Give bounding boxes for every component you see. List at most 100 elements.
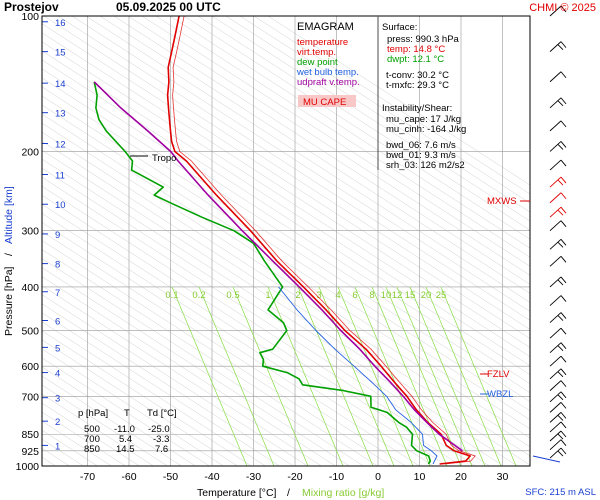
adiabat-line: [42, 86, 530, 403]
wind-barb: [549, 159, 567, 171]
adiabat-line: [42, 294, 308, 466]
wind-barb-staff: [549, 312, 562, 323]
table-row-500-t: -11.0: [114, 424, 135, 435]
wind-barb: [549, 327, 567, 339]
wind-barb-staff: [549, 402, 562, 413]
wind-barb-flag: [557, 242, 564, 248]
series-udpraft-v-temp: [93, 81, 463, 452]
wind-barb-staff: [549, 141, 562, 152]
mixing-ratio-label: 1: [265, 290, 270, 301]
mixing-ratio-label: 3: [316, 290, 321, 301]
wind-barb-flag: [557, 44, 564, 50]
adiabat-line: [42, 231, 406, 466]
mu-cape-value: mu_cape: 17 J/kg: [386, 114, 461, 125]
wind-barb: [549, 276, 567, 288]
table-row-700-p: 700: [84, 434, 100, 445]
table-row-850-t: 14.5: [116, 444, 135, 455]
adiabat-line: [42, 176, 490, 466]
mixing-ratio-label: 20: [421, 290, 432, 301]
adiabat-line: [183, 16, 530, 240]
wind-barb: [549, 355, 567, 367]
pressure-tick-label: 850: [21, 429, 39, 441]
tropopause-label: Tropo: [152, 153, 176, 164]
table-row-850-p: 850: [84, 444, 100, 455]
wind-barb-flag: [560, 276, 567, 284]
adiabat-line: [42, 41, 530, 357]
wind-barb-staff: [549, 439, 562, 451]
adiabat-line: [42, 32, 530, 348]
surface-temp: temp: 14.8 °C: [387, 44, 445, 55]
temp-tick-label: -70: [80, 471, 95, 483]
wind-barb-flag: [557, 433, 564, 440]
wind-barb-staff: [549, 355, 562, 367]
mixing-ratio-label: 2: [295, 290, 300, 301]
y-axis-title-pressure: Pressure [hPa]: [3, 266, 15, 336]
wind-barb-flag: [560, 402, 567, 409]
table-header-p: p [hPa]: [78, 408, 108, 419]
altitude-tick-label: 16: [55, 18, 66, 29]
adiabat-line: [42, 59, 530, 376]
wind-barb-flag: [560, 239, 567, 246]
wind-barb-staff: [549, 368, 562, 380]
wind-barb-staff: [549, 159, 562, 171]
wind-barb-staff: [549, 430, 562, 442]
wind-barb: [549, 430, 567, 442]
surface-title: Surface:: [382, 22, 417, 33]
wind-barb-flag: [560, 421, 567, 429]
altitude-tick-label: 9: [55, 230, 60, 241]
wind-barb-flag: [560, 220, 567, 227]
fzlv-label: FZLV: [487, 369, 510, 380]
wind-barb-flag: [560, 355, 567, 363]
wind-barb: [549, 402, 567, 413]
adiabat-line: [267, 16, 530, 186]
altitude-tick-label: 11: [55, 170, 65, 181]
pressure-tick-label: 600: [21, 361, 39, 373]
y-axis-title-altitude: Altitude [km]: [3, 186, 15, 244]
wind-barb-flag: [560, 368, 567, 376]
wind-barb-flag: [560, 342, 567, 349]
datetime: 05.09.2025 00 UTC: [116, 0, 221, 14]
wind-barb-staff: [549, 97, 562, 109]
adiabat-line: [42, 95, 530, 412]
wind-barb-flag: [557, 209, 564, 216]
adiabat-line: [99, 16, 530, 294]
altitude-tick-label: 6: [55, 317, 60, 328]
pressure-tick-label: 500: [21, 326, 39, 338]
wind-barb: [549, 447, 567, 459]
wind-barb: [549, 120, 567, 132]
wind-barb: [549, 312, 567, 323]
adiabat-line: [42, 285, 322, 466]
mixing-ratio-line: [297, 286, 374, 466]
altitude-tick-label: 13: [55, 109, 66, 120]
station-title: Prostejov: [4, 0, 59, 14]
altitude-tick-label: 14: [55, 79, 66, 90]
wind-barb-flag: [560, 120, 567, 128]
wind-barb-staff: [549, 391, 562, 403]
series-dew-point: [93, 81, 432, 465]
table-row-700-t: 5.4: [119, 434, 132, 445]
mixing-ratio-line: [337, 286, 414, 466]
altitude-tick-label: 1: [55, 441, 60, 452]
plot-frame: [41, 15, 531, 467]
legend-item-dew-point: dew point: [297, 57, 338, 68]
surface-press: press: 990.3 hPa: [387, 34, 460, 45]
wind-barb-flag: [557, 279, 564, 286]
profile-series: [93, 16, 476, 465]
series-virtual-temp: [172, 16, 476, 465]
wind-barb: [549, 391, 567, 403]
altitude-tick-label: 3: [55, 394, 60, 405]
pressure-tick-label: 1000: [16, 461, 40, 473]
table-header-td: Td [°C]: [147, 408, 177, 419]
adiabat-line: [42, 167, 504, 466]
wind-barb-flag: [560, 312, 567, 319]
adiabat-line: [42, 222, 420, 466]
legend-title: EMAGRAM: [297, 21, 354, 33]
legend: EMAGRAM temperature virt.temp. dew point…: [296, 21, 360, 108]
wind-barb-flag: [560, 41, 567, 48]
mixing-ratio-label: 10: [381, 290, 392, 301]
adiabat-line: [42, 348, 224, 466]
instability-title: Instability/Shear:: [382, 103, 452, 114]
adiabat-line: [42, 312, 280, 466]
wind-barb: [549, 220, 567, 232]
series-wet-bulb-temp: [278, 286, 438, 465]
